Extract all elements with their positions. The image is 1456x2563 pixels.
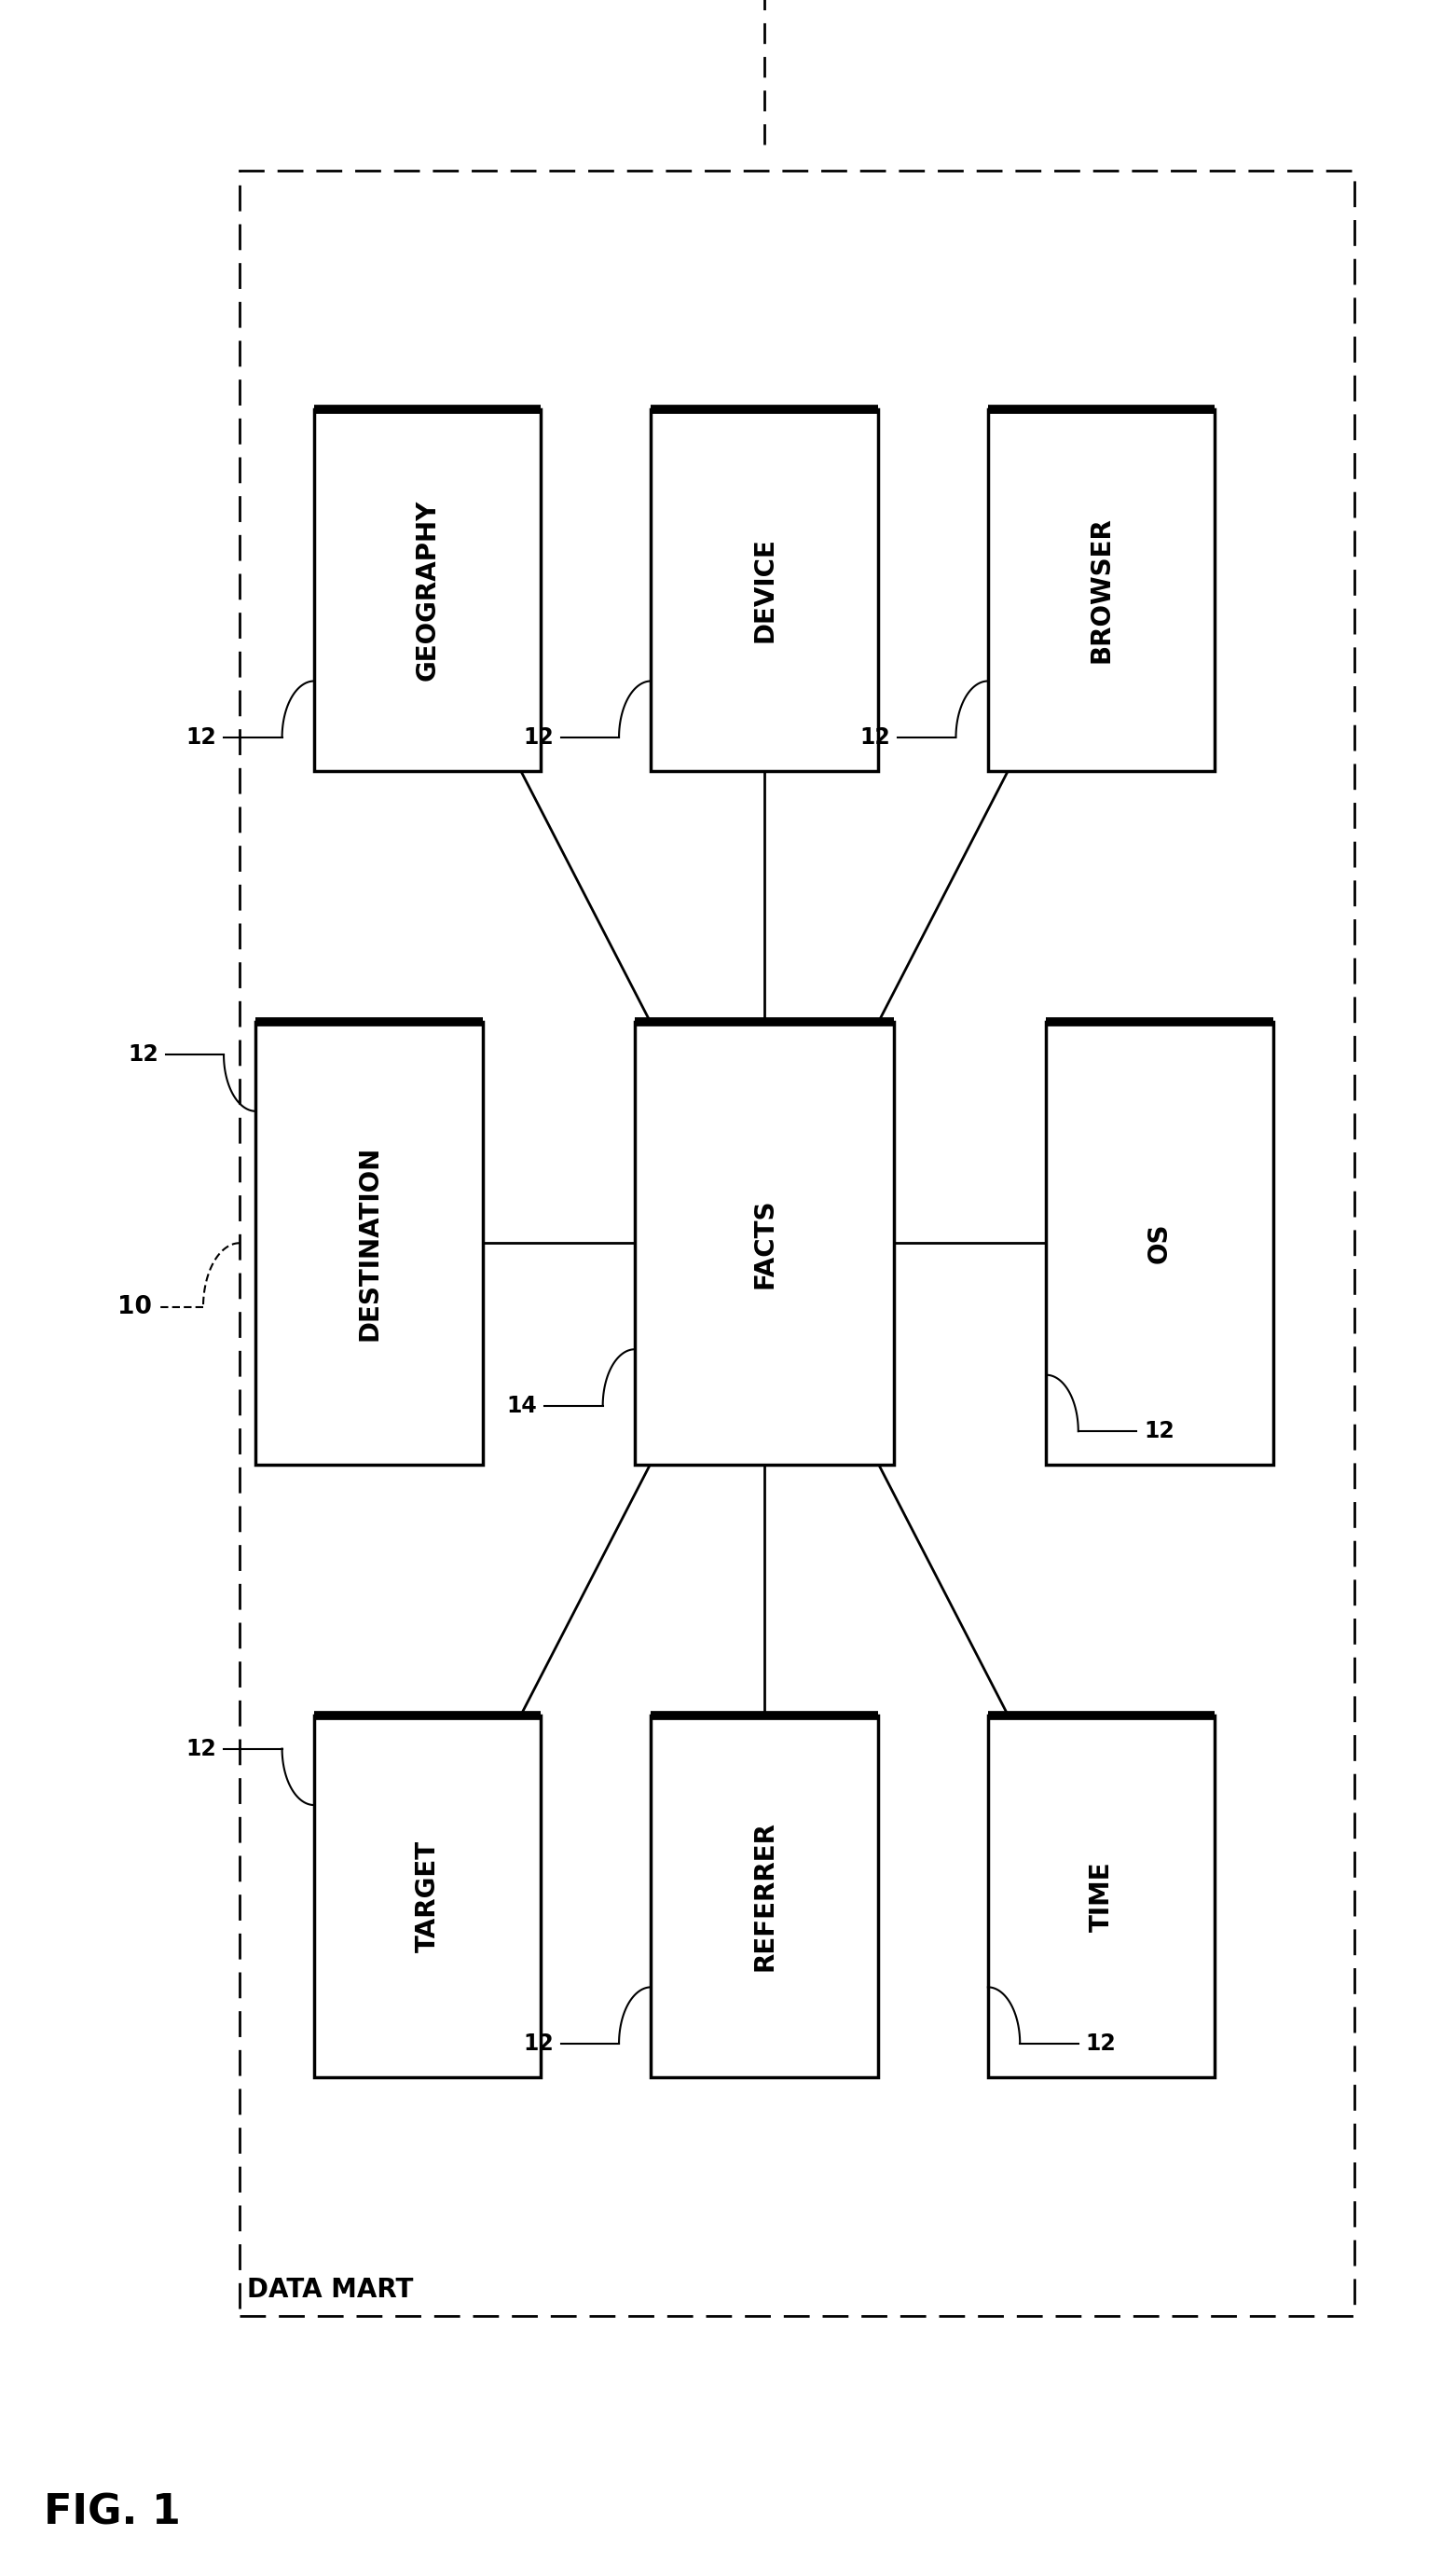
Text: FIG. 1: FIG. 1 [44,2491,181,2532]
Text: 12: 12 [1144,1420,1175,1443]
Text: 12: 12 [523,725,553,748]
Text: 12: 12 [186,725,217,748]
Bar [635,1023,894,1463]
Text: OS: OS [1146,1223,1172,1264]
Bar [314,1715,540,2076]
Text: TARGET: TARGET [415,1840,441,1953]
Bar [989,410,1214,771]
Text: TIME: TIME [1088,1861,1114,1933]
Text: DEVICE: DEVICE [751,538,778,643]
Text: 12: 12 [860,725,891,748]
Text: 12: 12 [1086,2032,1115,2056]
Bar [256,1023,482,1463]
Text: 12: 12 [523,2032,553,2056]
Bar [314,410,540,771]
Text: GEOGRAPHY: GEOGRAPHY [415,500,441,682]
Bar [1047,1023,1273,1463]
Bar [989,1715,1214,2076]
Bar [651,1715,878,2076]
Text: 10: 10 [118,1294,153,1320]
Text: DATA MART: DATA MART [248,2276,414,2304]
Bar [240,169,1354,2317]
Bar [651,410,878,771]
Text: DESTINATION: DESTINATION [357,1146,383,1340]
Text: FACTS: FACTS [751,1197,778,1289]
Text: REFERRER: REFERRER [751,1822,778,1971]
Text: 14: 14 [507,1394,537,1417]
Text: 12: 12 [186,1738,217,1761]
Text: BROWSER: BROWSER [1088,518,1114,664]
Text: 12: 12 [128,1043,159,1066]
